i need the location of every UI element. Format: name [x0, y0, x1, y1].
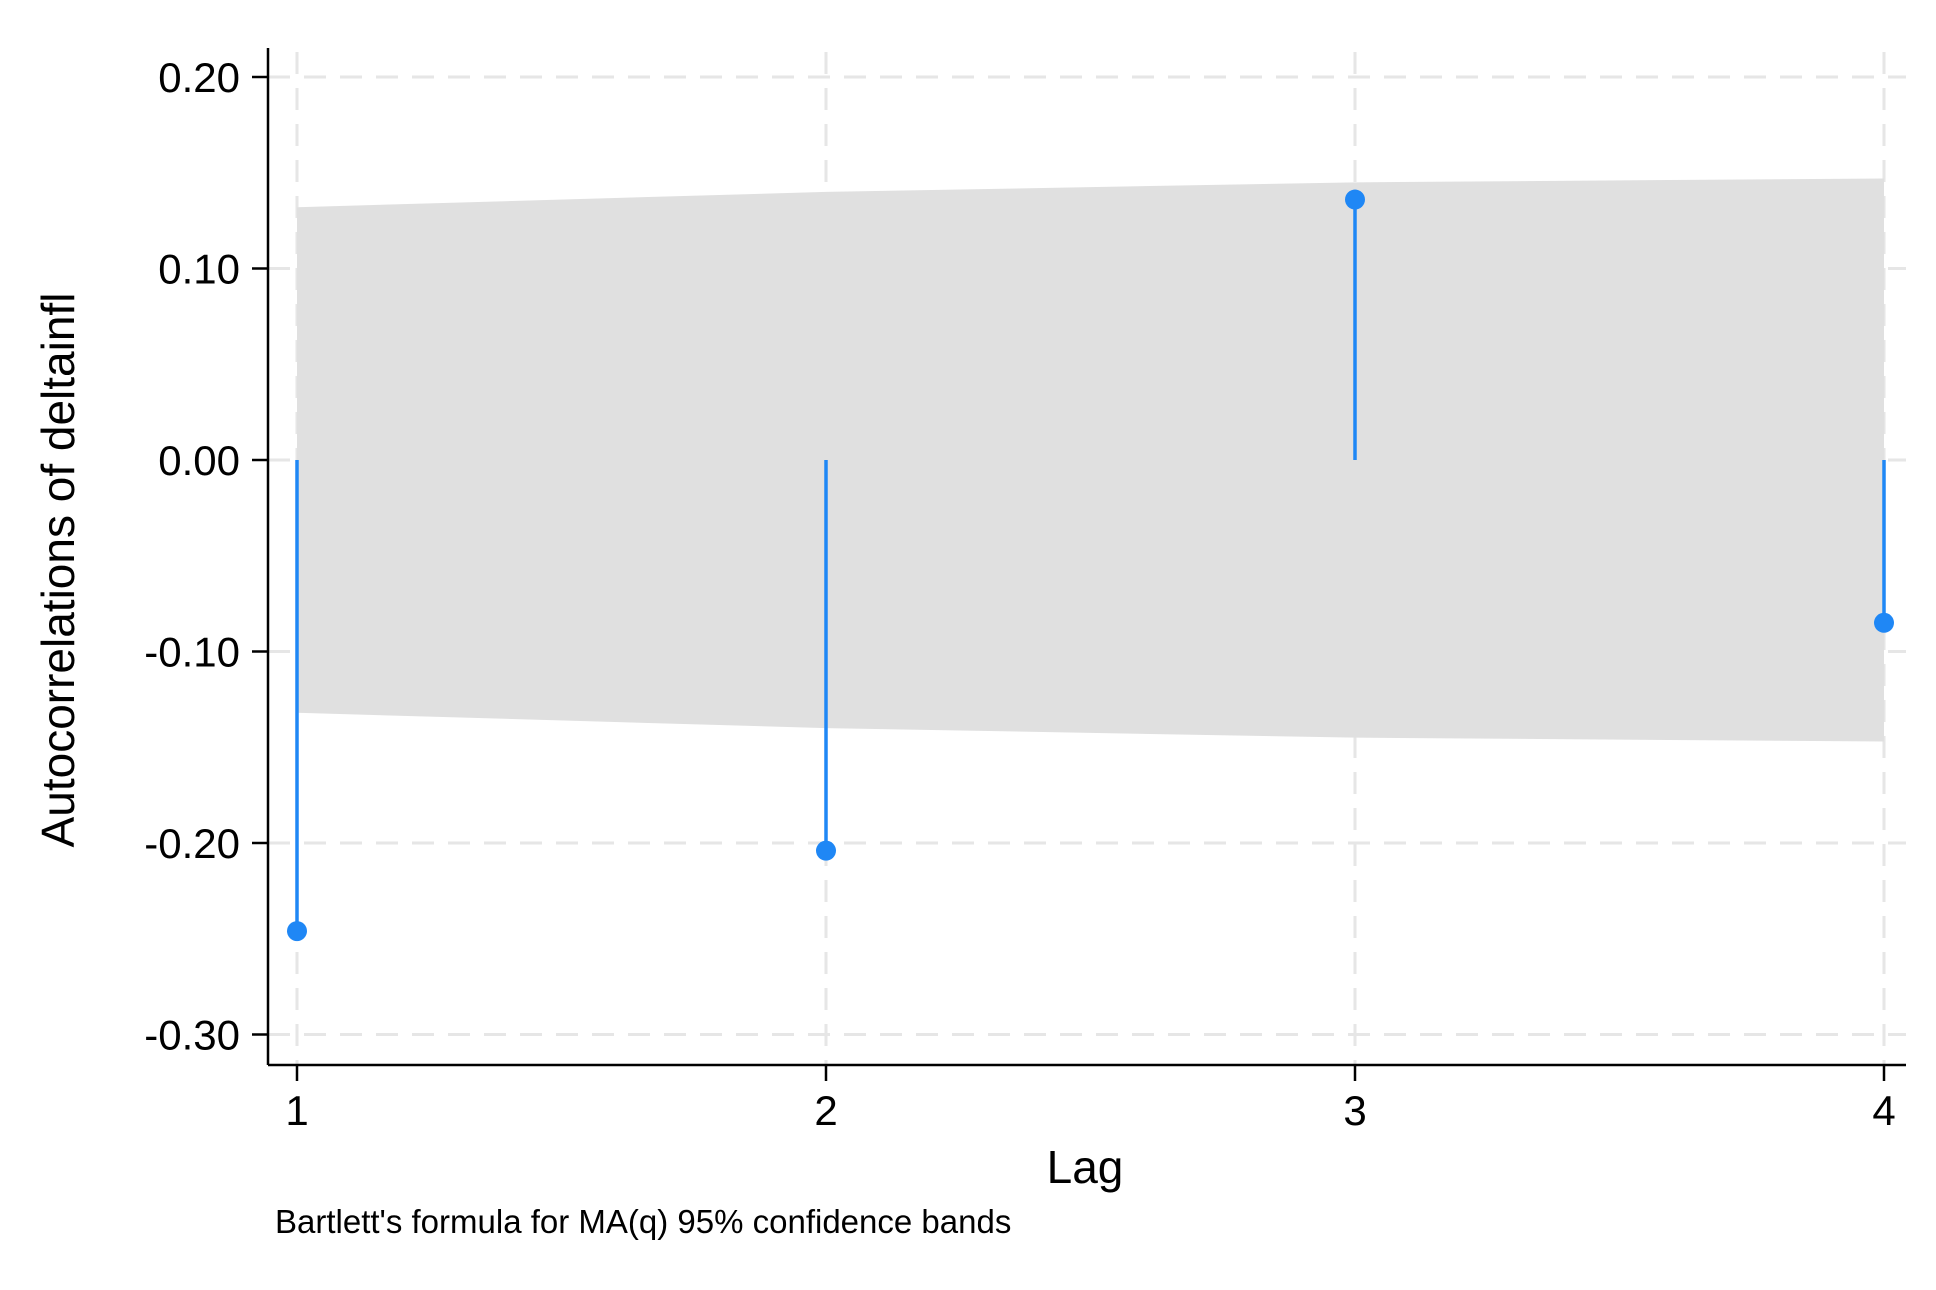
data-point: [1345, 189, 1365, 210]
x-tick-label: 4: [1872, 1087, 1895, 1134]
data-point: [287, 921, 307, 942]
x-tick-label: 1: [285, 1087, 308, 1134]
x-axis-title: Lag: [1047, 1141, 1124, 1193]
y-axis-title: Autocorrelations of deltainfl: [32, 293, 84, 848]
data-point: [816, 840, 836, 861]
stems-layer: [287, 189, 1894, 942]
x-tick-label: 3: [1343, 1087, 1366, 1134]
y-ticks: 0.20 0.10 0.00 -0.10 -0.20 -0.30: [144, 54, 268, 1059]
y-tick-label: -0.30: [144, 1012, 240, 1059]
y-tick-label: 0.00: [158, 437, 240, 484]
y-tick-label: 0.10: [158, 246, 240, 293]
y-tick-label: 0.20: [158, 54, 240, 101]
confidence-band: [297, 178, 1884, 742]
y-tick-label: -0.10: [144, 629, 240, 676]
chart-note: Bartlett's formula for MA(q) 95% confide…: [275, 1203, 1011, 1240]
y-tick-label: -0.20: [144, 820, 240, 867]
data-point: [1874, 612, 1894, 633]
x-tick-label: 2: [814, 1087, 837, 1134]
x-ticks: 1 2 3 4: [285, 1065, 1896, 1134]
